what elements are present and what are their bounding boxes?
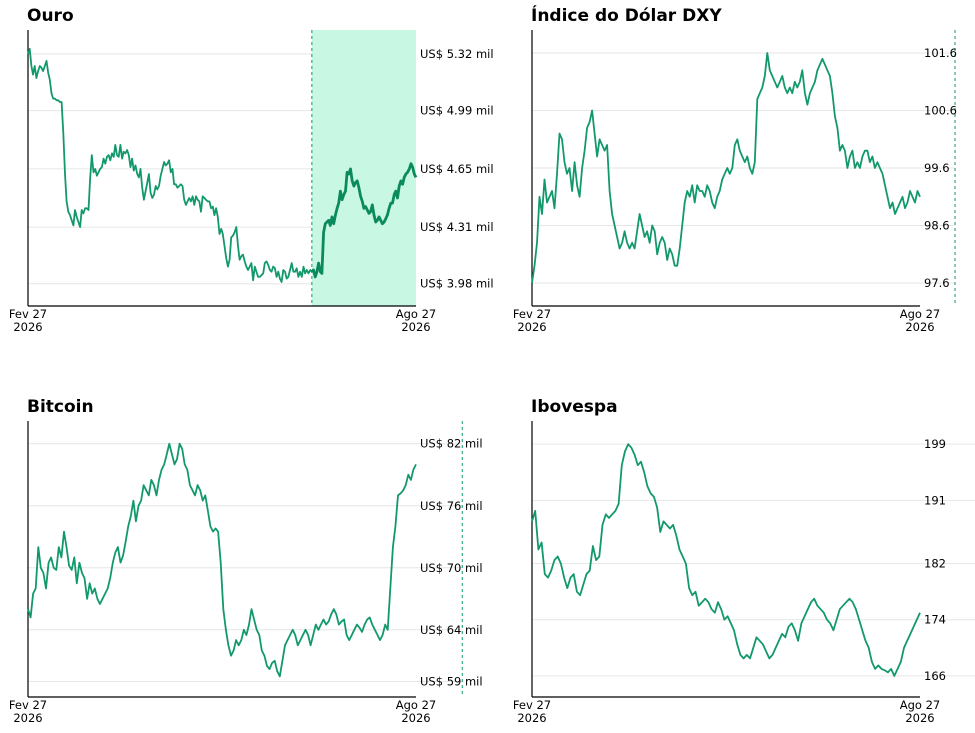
y-tick-label: US$ 76 mil <box>420 499 483 513</box>
x-tick-label-end-line2: 2026 <box>905 320 934 334</box>
bitcoin-chart: US$ 59 mil US$ 64 mil US$ 70 mil US$ 76 mil… <box>9 397 483 725</box>
x-tick-label-start-line2: 2026 <box>13 711 42 725</box>
x-tick-label-end: Ago 27 2026 <box>900 698 941 725</box>
x-tick-label-end-line1: Ago 27 <box>396 307 437 321</box>
recent-period-band <box>311 30 416 306</box>
y-tick-label: 174 <box>924 613 946 627</box>
x-tick-label-end: Ago 27 2026 <box>396 307 437 334</box>
y-tick-label: 100.6 <box>924 104 957 118</box>
x-tick-label-end-line1: Ago 27 <box>396 698 437 712</box>
x-tick-label-end-line1: Ago 27 <box>900 698 941 712</box>
x-tick-label-end: Ago 27 2026 <box>396 698 437 725</box>
y-tick-label: US$ 82 mil <box>420 437 483 451</box>
y-tick-label: 99.6 <box>924 161 950 175</box>
x-tick-label-start-line2: 2026 <box>517 320 546 334</box>
y-tick-label: US$ 3.98 mil <box>420 277 494 291</box>
x-tick-label-start-line1: Fev 27 <box>513 307 551 321</box>
chart-title: Ouro <box>27 6 74 26</box>
y-tick-label: US$ 4.65 mil <box>420 162 494 176</box>
y-tick-label: 97.6 <box>924 276 950 290</box>
x-tick-label-start-line2: 2026 <box>13 320 42 334</box>
x-tick-label-start-line1: Fev 27 <box>513 698 551 712</box>
x-tick-label-start-line2: 2026 <box>517 711 546 725</box>
x-tick-label-start: Fev 27 2026 <box>513 307 551 334</box>
y-tick-label: US$ 70 mil <box>420 561 483 575</box>
y-tick-label: 98.6 <box>924 219 950 233</box>
series-line-recent <box>310 162 418 279</box>
chart-title: Bitcoin <box>27 397 94 417</box>
series-line <box>27 442 417 678</box>
y-tick-label: US$ 64 mil <box>420 623 483 637</box>
y-tick-label: 199 <box>924 437 946 451</box>
x-tick-label-end-line1: Ago 27 <box>900 307 941 321</box>
gold-chart: US$ 3.98 mil US$ 4.31 mil US$ 4.65 mil US$ … <box>9 6 494 334</box>
x-tick-label-start: Fev 27 2026 <box>9 698 47 725</box>
x-tick-label-end-line2: 2026 <box>905 711 934 725</box>
y-tick-label: 191 <box>924 493 946 507</box>
y-tick-label: 182 <box>924 557 946 571</box>
x-tick-label-end-line2: 2026 <box>401 320 430 334</box>
series-line <box>531 52 921 284</box>
x-tick-label-end-line2: 2026 <box>401 711 430 725</box>
x-tick-label-end: Ago 27 2026 <box>900 307 941 334</box>
y-tick-label: US$ 59 mil <box>420 674 483 688</box>
x-tick-label-start: Fev 27 2026 <box>9 307 47 334</box>
series-line <box>27 48 313 283</box>
y-tick-label: 166 <box>924 669 946 683</box>
chart-title: Ibovespa <box>531 397 618 417</box>
y-tick-label: US$ 5.32 mil <box>420 47 494 61</box>
series-line <box>531 443 921 677</box>
y-tick-label: 101.6 <box>924 46 957 60</box>
x-tick-label-start-line1: Fev 27 <box>9 307 47 321</box>
y-tick-label: US$ 4.31 mil <box>420 220 494 234</box>
x-tick-label-start-line1: Fev 27 <box>9 698 47 712</box>
y-tick-label: US$ 4.99 mil <box>420 104 494 118</box>
chart-title: Índice do Dólar DXY <box>531 4 722 26</box>
x-tick-label-start: Fev 27 2026 <box>513 698 551 725</box>
